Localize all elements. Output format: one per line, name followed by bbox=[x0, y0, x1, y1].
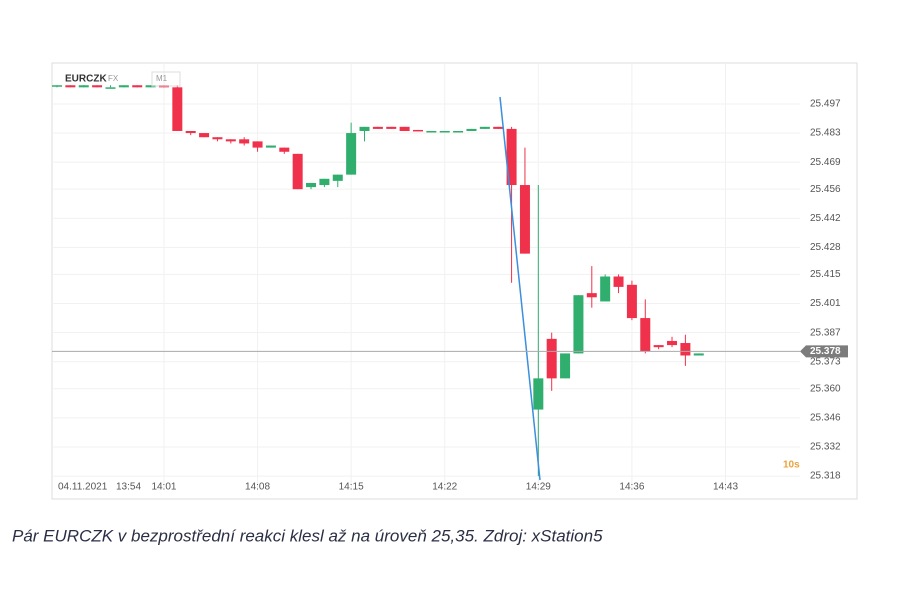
candle-body bbox=[372, 126, 383, 129]
candle-body bbox=[613, 276, 624, 287]
start-date: 04.11.2021 bbox=[58, 482, 108, 493]
y-tick-label: 25.456 bbox=[810, 184, 841, 195]
interval-box[interactable] bbox=[151, 71, 181, 87]
candle-body bbox=[493, 126, 504, 129]
y-tick-label: 25.442 bbox=[810, 213, 841, 224]
y-tick-label: 25.387 bbox=[810, 327, 841, 338]
last-price-label: 25.378 bbox=[810, 346, 841, 357]
candle-body bbox=[332, 174, 343, 181]
candle-body bbox=[667, 340, 678, 346]
x-tick-label: 14:43 bbox=[713, 482, 738, 493]
candle-body bbox=[453, 130, 464, 133]
candle-body bbox=[386, 126, 397, 129]
candle-body bbox=[212, 137, 223, 140]
start-time: 13:54 bbox=[116, 482, 141, 493]
candle-body bbox=[292, 153, 303, 190]
caption: Pár EURCZK v bezprostřední reakci klesl … bbox=[12, 526, 603, 545]
y-tick-label: 25.373 bbox=[810, 356, 841, 367]
y-tick-label: 25.415 bbox=[810, 269, 841, 280]
y-tick-label: 25.346 bbox=[810, 413, 841, 424]
y-tick-label: 25.332 bbox=[810, 442, 841, 453]
candle-body bbox=[132, 85, 143, 88]
candle-body bbox=[359, 126, 370, 131]
y-tick-label: 25.483 bbox=[810, 128, 841, 139]
chart-frame bbox=[51, 62, 858, 500]
x-tick-label: 14:36 bbox=[619, 482, 644, 493]
candle-body bbox=[199, 133, 210, 138]
candle-body bbox=[185, 130, 196, 134]
x-tick-label: 14:22 bbox=[432, 482, 457, 493]
candle-body bbox=[653, 345, 664, 348]
candle-body bbox=[172, 87, 183, 131]
candle-body bbox=[319, 178, 330, 186]
candle-body bbox=[118, 85, 129, 88]
candle-body bbox=[399, 126, 410, 131]
market[interactable]: FX bbox=[108, 74, 119, 83]
candle-body bbox=[519, 185, 530, 254]
candle-body bbox=[626, 284, 637, 319]
candle-body bbox=[680, 343, 691, 356]
candle-body bbox=[506, 128, 517, 186]
candle-body bbox=[78, 85, 89, 88]
candle-body bbox=[346, 133, 357, 175]
candle-body bbox=[600, 276, 611, 302]
timer: 10s bbox=[783, 460, 800, 471]
y-tick-label: 25.318 bbox=[810, 471, 841, 482]
candle-body bbox=[65, 85, 76, 88]
candle-body bbox=[265, 145, 276, 148]
candle-body bbox=[693, 353, 704, 356]
candle-body bbox=[586, 293, 597, 298]
candle-body bbox=[546, 338, 557, 379]
candle-body bbox=[439, 130, 450, 133]
candle-body bbox=[145, 85, 156, 88]
trend-line bbox=[499, 96, 541, 481]
interval[interactable]: M1 bbox=[156, 74, 168, 83]
x-tick-label: 14:29 bbox=[526, 482, 551, 493]
y-tick-label: 25.497 bbox=[810, 99, 841, 110]
plot bbox=[52, 85, 704, 477]
candle-body bbox=[573, 295, 584, 354]
y-tick-label: 25.360 bbox=[810, 383, 841, 394]
candle-body bbox=[306, 182, 317, 188]
candle-body bbox=[52, 85, 62, 87]
last-price-tag bbox=[800, 345, 848, 358]
candle-body bbox=[640, 318, 651, 352]
candle-body bbox=[105, 87, 116, 89]
candle-body bbox=[225, 139, 236, 142]
candle-body bbox=[279, 147, 290, 152]
x-tick-label: 14:08 bbox=[245, 482, 270, 493]
candle-body bbox=[239, 139, 250, 144]
candle-body bbox=[533, 378, 544, 410]
candle-body bbox=[412, 129, 423, 132]
y-tick-label: 25.469 bbox=[810, 157, 841, 168]
y-tick-label: 25.428 bbox=[810, 242, 841, 253]
candle-body bbox=[252, 141, 263, 148]
y-tick-label: 25.401 bbox=[810, 298, 841, 309]
candle-body bbox=[560, 353, 571, 379]
candle-body bbox=[479, 126, 490, 129]
candle-body bbox=[92, 85, 103, 88]
x-tick-label: 14:01 bbox=[151, 482, 176, 493]
x-tick-label: 14:15 bbox=[339, 482, 364, 493]
candle-body bbox=[426, 130, 437, 133]
candle-body bbox=[466, 128, 477, 131]
symbol: EURCZK bbox=[65, 74, 107, 85]
